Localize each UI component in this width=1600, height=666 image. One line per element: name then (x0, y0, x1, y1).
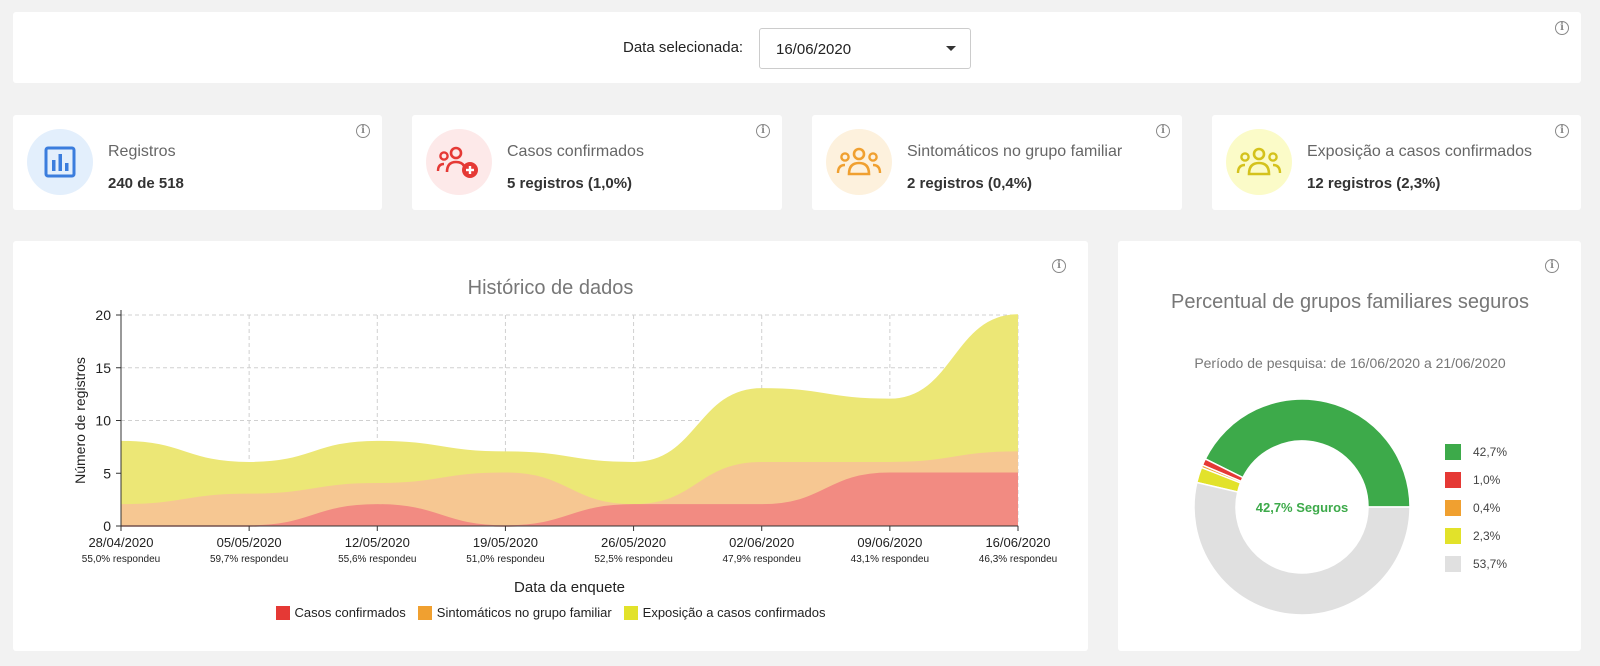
stat-icon-circle (1226, 129, 1292, 195)
group-icon (836, 147, 882, 176)
x-tick-label: 12/05/2020 (345, 535, 410, 550)
legend-swatch (275, 605, 290, 620)
stat-icon-circle (27, 129, 93, 195)
pie-chart-subtitle: Período de pesquisa: de 16/06/2020 a 21/… (1194, 355, 1506, 371)
pie-legend: 42,7% 1,0% 0,4% 2,3% 53,7% (1445, 438, 1507, 578)
chart-legend: Casos confirmados Sintomáticos no grupo … (13, 605, 1088, 620)
info-icon[interactable]: i (1052, 259, 1066, 273)
donut-chart: 42,7% Seguros (1193, 398, 1411, 616)
info-icon[interactable]: i (356, 124, 370, 138)
x-tick-sublabel: 47,9% respondeu (723, 554, 801, 565)
series-line (120, 314, 1019, 464)
x-tick-sublabel: 59,7% respondeu (210, 554, 288, 565)
legend-swatch (417, 605, 432, 620)
y-tick-label: 10 (95, 413, 111, 429)
legend-swatch (623, 605, 638, 620)
x-tick-label: 05/05/2020 (217, 535, 282, 550)
x-tick-sublabel: 55,6% respondeu (338, 554, 416, 565)
series-area (121, 473, 1018, 526)
stat-title: Casos confirmados (507, 143, 644, 160)
legend-item-sintomaticos[interactable]: Sintomáticos no grupo familiar (417, 605, 612, 620)
date-label: Data selecionada: (623, 39, 744, 56)
legend-label: 1,0% (1473, 473, 1501, 487)
stat-card-exposicao: Exposição a casos confirmados 12 registr… (1212, 115, 1581, 210)
group-add-icon (436, 146, 478, 178)
legend-swatch (1445, 528, 1461, 544)
legend-item-exposicao[interactable]: Exposição a casos confirmados (623, 605, 826, 620)
donut-slice (1193, 481, 1411, 616)
x-tick-label: 26/05/2020 (601, 535, 666, 550)
x-tick-sublabel: 55,0% respondeu (82, 554, 160, 565)
stat-title: Exposição a casos confirmados (1307, 143, 1532, 160)
stat-card-sintomaticos: Sintomáticos no grupo familiar 2 registr… (812, 115, 1182, 210)
y-tick-label: 15 (95, 360, 111, 376)
x-tick-label: 09/06/2020 (857, 535, 922, 550)
stat-card-casos-confirmados: Casos confirmados 5 registros (1,0%) i (412, 115, 782, 210)
chevron-down-icon (946, 46, 956, 51)
stat-title: Sintomáticos no grupo familiar (907, 143, 1123, 160)
legend-swatch (1445, 444, 1461, 460)
legend-label: 0,4% (1473, 501, 1501, 515)
stat-value: 240 de 518 (108, 175, 184, 192)
series-line (120, 451, 1019, 506)
legend-label: 53,7% (1473, 557, 1508, 571)
legend-label: Sintomáticos no grupo familiar (436, 605, 612, 620)
stat-value: 5 registros (1,0%) (507, 175, 633, 192)
x-tick-sublabel: 46,3% respondeu (979, 554, 1057, 565)
legend-label: 42,7% (1473, 445, 1508, 459)
stat-icon-circle (426, 129, 492, 195)
donut-slice (1204, 398, 1411, 508)
date-select[interactable]: 16/06/2020 (759, 28, 971, 69)
pie-legend-item[interactable]: 0,4% (1445, 494, 1507, 522)
info-icon[interactable]: i (1156, 124, 1170, 138)
pie-legend-item[interactable]: 2,3% (1445, 522, 1507, 550)
pie-legend-item[interactable]: 42,7% (1445, 438, 1507, 466)
x-axis-label: Data da enquete (514, 579, 625, 596)
x-tick-label: 02/06/2020 (729, 535, 794, 550)
pie-legend-item[interactable]: 1,0% (1445, 466, 1507, 494)
info-icon[interactable]: i (1555, 124, 1569, 138)
x-tick-label: 19/05/2020 (473, 535, 538, 550)
date-select-value: 16/06/2020 (776, 41, 852, 58)
series-line (121, 472, 1018, 527)
legend-label: Exposição a casos confirmados (642, 605, 826, 620)
info-icon[interactable]: i (1555, 21, 1569, 35)
legend-swatch (1445, 500, 1461, 516)
series-area (121, 315, 1018, 505)
legend-item-casos-confirmados[interactable]: Casos confirmados (275, 605, 406, 620)
x-tick-sublabel: 52,5% respondeu (594, 554, 672, 565)
info-icon[interactable]: i (756, 124, 770, 138)
stat-value: 12 registros (2,3%) (1307, 175, 1441, 192)
group-icon (1236, 147, 1282, 176)
stat-title: Registros (108, 143, 176, 160)
x-tick-sublabel: 43,1% respondeu (851, 554, 929, 565)
area-chart: 0 5 10 15 20 28/04/2020 55,0% respondeu 05/05/2… (72, 307, 1057, 596)
x-tick-sublabel: 51,0% respondeu (466, 554, 544, 565)
stat-icon-circle (826, 129, 892, 195)
donut-center-label: 42,7% Seguros (1256, 500, 1349, 515)
legend-label: Casos confirmados (294, 605, 406, 620)
y-tick-label: 20 (95, 307, 111, 323)
x-tick-label: 28/04/2020 (88, 535, 153, 550)
y-axis-label: Número de registros (72, 357, 88, 484)
x-tick-label: 16/06/2020 (985, 535, 1050, 550)
legend-label: 2,3% (1473, 529, 1501, 543)
info-icon[interactable]: i (1545, 259, 1559, 273)
pie-legend-item[interactable]: 53,7% (1445, 550, 1507, 578)
legend-swatch (1445, 472, 1461, 488)
pie-chart-title: Percentual de grupos familiares seguros (1171, 291, 1529, 313)
chart-title: Histórico de dados (467, 277, 634, 299)
stat-card-registros: Registros 240 de 518 i (13, 115, 382, 210)
y-tick-label: 0 (103, 518, 111, 534)
y-tick-label: 5 (103, 465, 111, 481)
legend-swatch (1445, 556, 1461, 572)
stat-value: 2 registros (0,4%) (907, 175, 1033, 192)
bar-chart-icon (44, 146, 76, 178)
